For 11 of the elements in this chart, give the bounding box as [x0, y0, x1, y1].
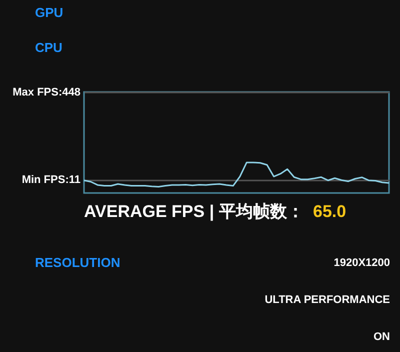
text: CPU [35, 40, 62, 55]
y-tick-label: Max FPS:448 [12, 86, 80, 98]
line-series [83, 162, 390, 188]
text: GPU [35, 5, 64, 20]
text: 1920X1200 [334, 257, 390, 269]
y-tick-label: Min FPS:11 [22, 174, 80, 186]
text: RESOLUTION [35, 255, 120, 270]
text: 65.0 [313, 202, 346, 221]
text: ULTRA PERFORMANCE [264, 294, 390, 306]
text: ON [374, 331, 390, 343]
text: AVERAGE FPS | 平均帧数： [84, 202, 304, 221]
